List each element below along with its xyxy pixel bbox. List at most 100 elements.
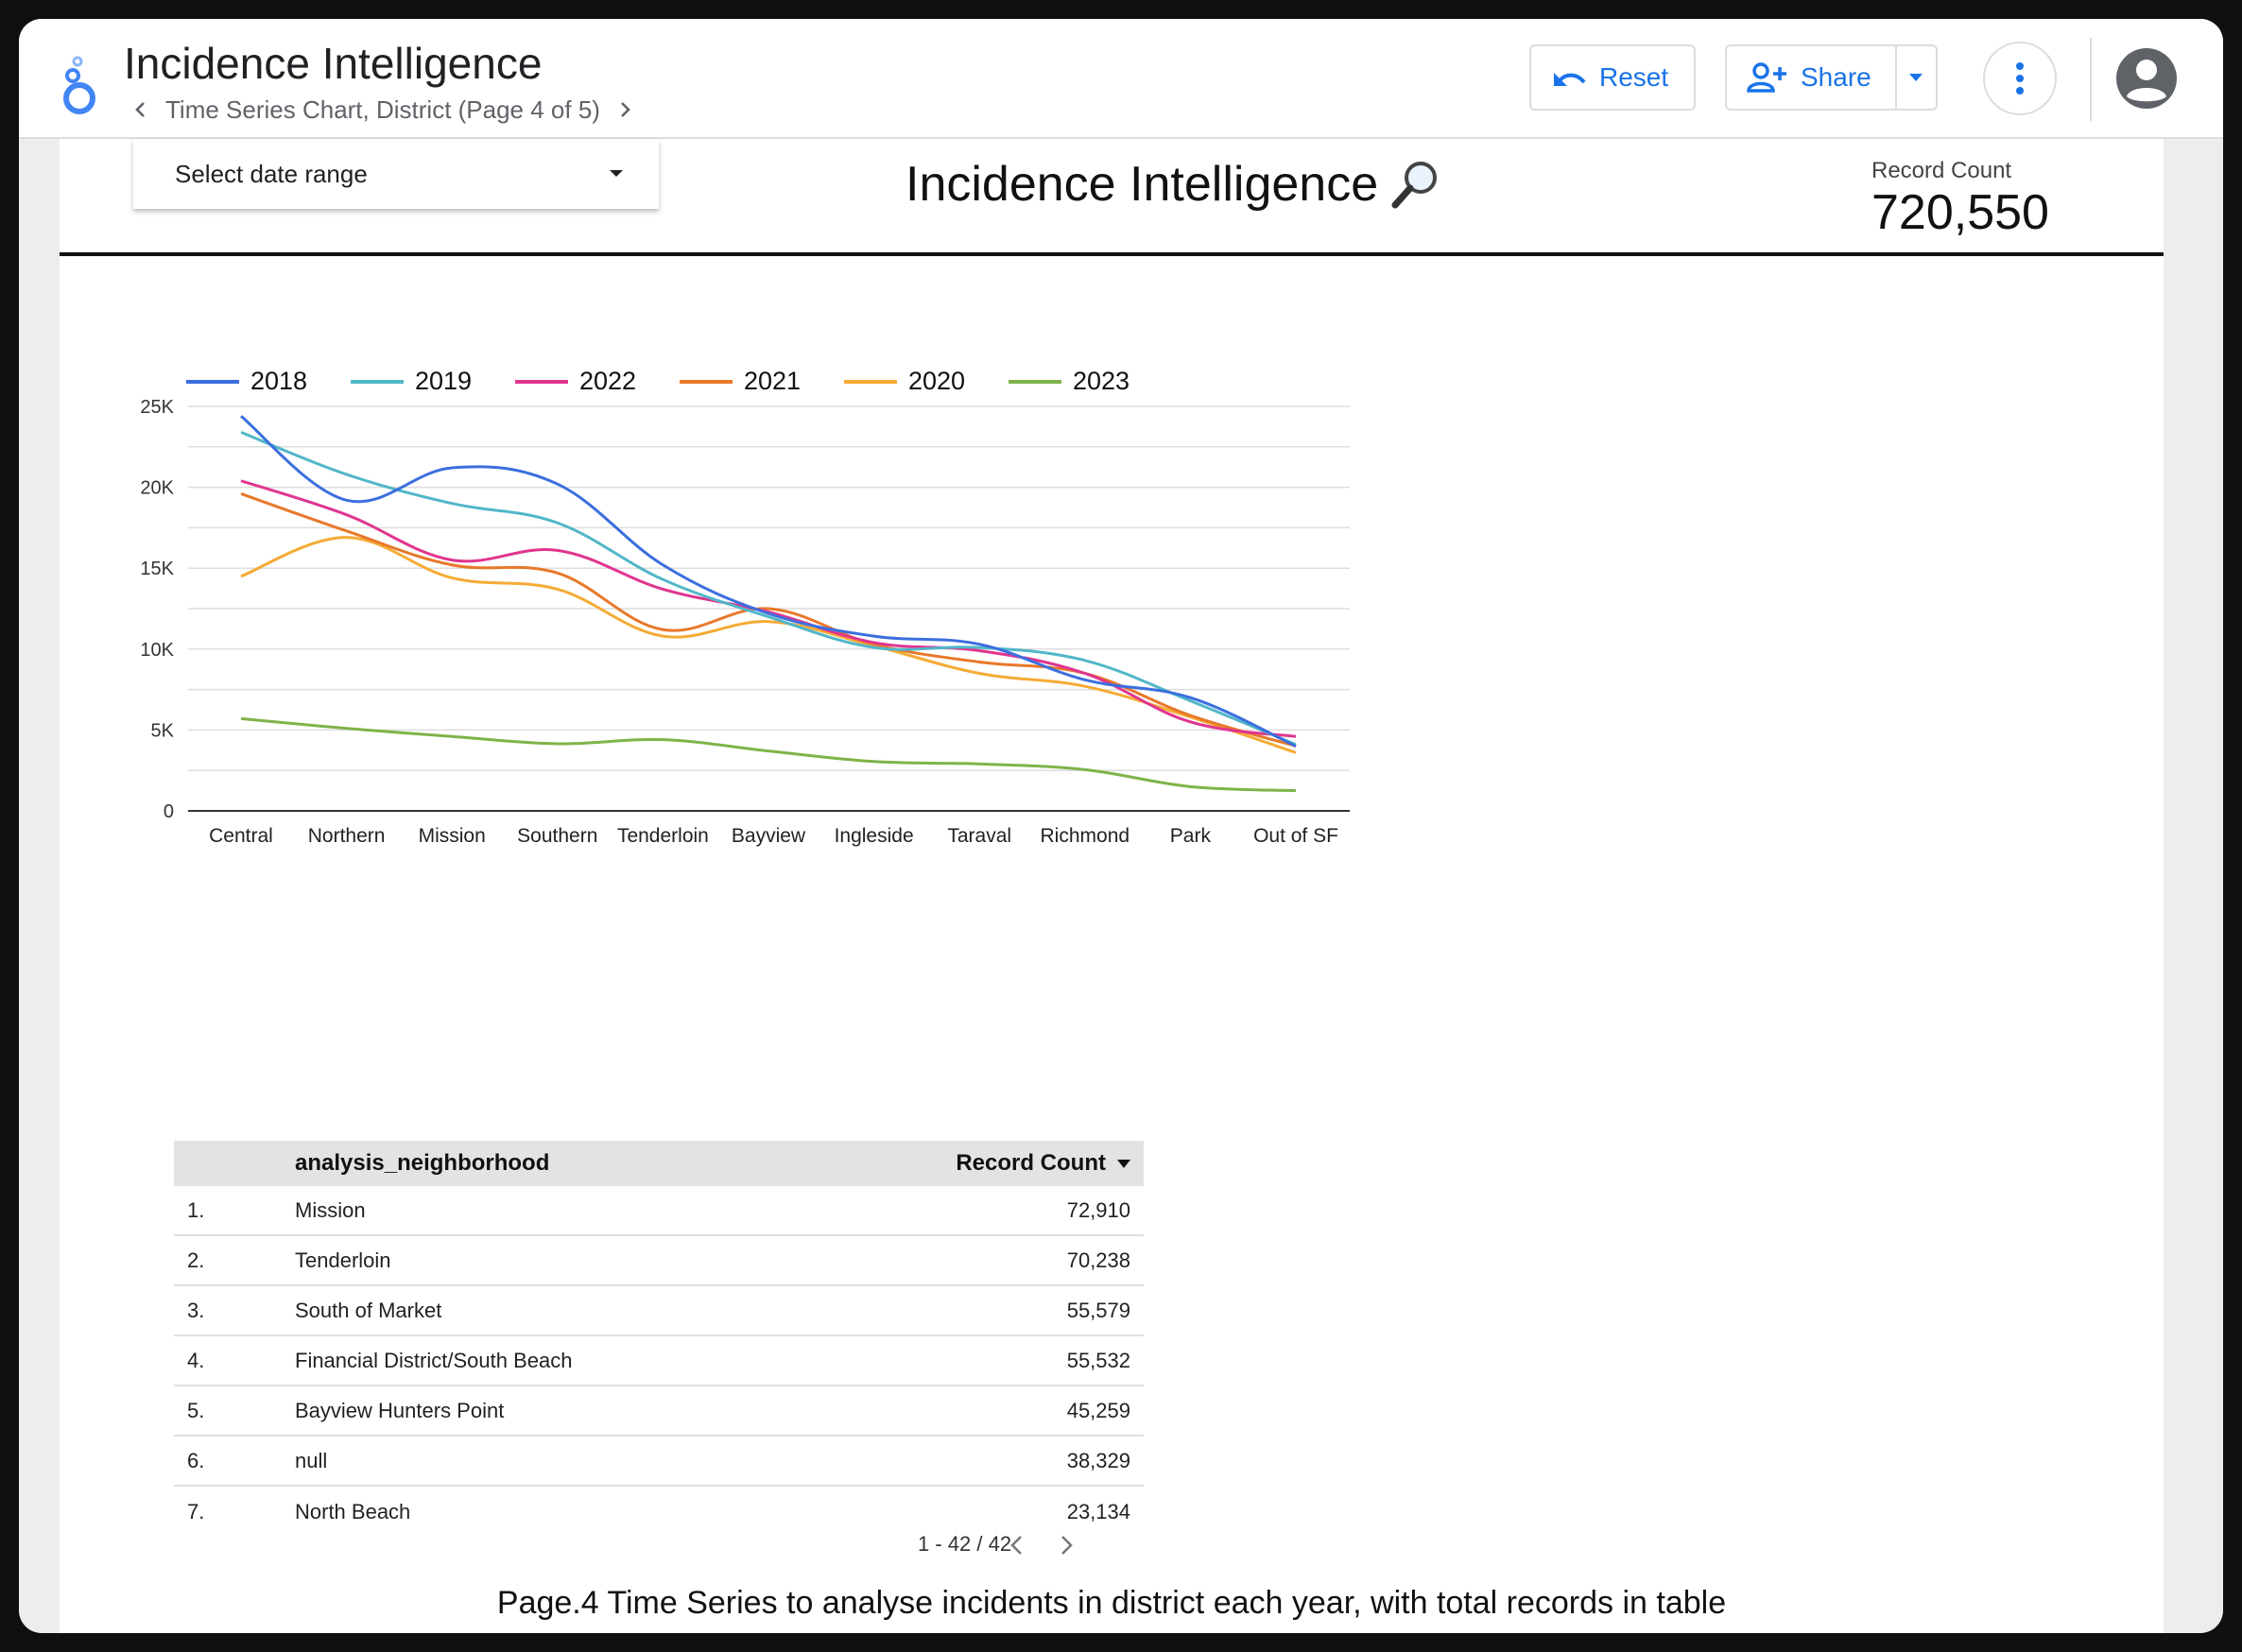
browser-frame: Incidence Intelligence Time Series Chart… — [19, 19, 2223, 1633]
legend-item-2020[interactable]: 2020 — [844, 367, 965, 395]
y-tick-label: 5K — [151, 720, 175, 741]
scorecard-value: 720,550 — [1871, 185, 2049, 240]
reset-label: Reset — [1599, 62, 1669, 92]
row-record-count: 70,238 — [1066, 1248, 1130, 1272]
account-circle-icon[interactable] — [2115, 47, 2178, 110]
series-line-2022[interactable] — [240, 479, 1297, 738]
table-row[interactable]: 2. Tenderloin 70,238 — [174, 1236, 1144, 1286]
x-tick-label: Bayview — [732, 825, 806, 847]
legend-label: 2018 — [250, 367, 307, 395]
reset-button[interactable]: Reset — [1529, 44, 1696, 111]
y-tick-label: 25K — [140, 397, 174, 418]
looker-studio-logo-icon[interactable] — [55, 53, 104, 121]
time-series-chart[interactable]: 0 5K 10K 15K 20K 25K Central Northern Mission Sou… — [60, 347, 2164, 1027]
legend-label: 2019 — [415, 367, 472, 395]
column-header-neighborhood[interactable]: analysis_neighborhood — [295, 1150, 550, 1176]
row-record-count: 23,134 — [1066, 1499, 1130, 1523]
scorecard-label: Record Count — [1871, 158, 2012, 183]
row-record-count: 38,329 — [1066, 1448, 1130, 1472]
page-breadcrumb: Time Series Chart, District (Page 4 of 5… — [124, 93, 642, 127]
share-label: Share — [1801, 62, 1871, 92]
date-range-control[interactable]: Select date range — [133, 139, 659, 209]
x-tick-label: Richmond — [1041, 825, 1130, 847]
series-line-2018[interactable] — [240, 415, 1297, 748]
x-tick-label: Ingleside — [835, 825, 914, 847]
row-neighborhood: North Beach — [295, 1499, 411, 1523]
more-options-button[interactable] — [1983, 42, 2057, 115]
table-row[interactable]: 3. South of Market 55,579 — [174, 1286, 1144, 1336]
table-row[interactable]: 7. North Beach 23,134 — [174, 1487, 1144, 1537]
row-index: 7. — [187, 1499, 205, 1523]
x-tick-label: Out of SF — [1253, 825, 1338, 847]
y-tick-label: 20K — [140, 478, 174, 499]
legend-label: 2022 — [579, 367, 636, 395]
next-page-icon[interactable] — [1048, 1528, 1082, 1562]
y-tick-label: 15K — [140, 559, 174, 579]
x-tick-label: Northern — [308, 825, 386, 847]
legend-item-2021[interactable]: 2021 — [680, 367, 801, 395]
row-index: 5. — [187, 1398, 205, 1422]
next-page-chevron-icon[interactable] — [608, 93, 642, 127]
x-tick-label: Southern — [517, 825, 597, 847]
prev-page-icon[interactable] — [1001, 1528, 1035, 1562]
title-divider — [60, 252, 2164, 256]
arrow-drop-down-icon — [1909, 74, 1923, 81]
row-record-count: 45,259 — [1066, 1398, 1130, 1422]
breadcrumb-text[interactable]: Time Series Chart, District (Page 4 of 5… — [165, 95, 600, 124]
legend-label: 2020 — [908, 367, 965, 395]
row-record-count: 55,579 — [1066, 1298, 1130, 1322]
header-divider — [2090, 38, 2092, 121]
arrow-drop-down-icon — [610, 170, 623, 177]
row-neighborhood: Bayview Hunters Point — [295, 1398, 505, 1422]
column-header-record-count[interactable]: Record Count — [860, 1150, 1144, 1177]
pagination-text: 1 - 42 / 42 — [918, 1532, 1012, 1556]
row-index: 4. — [187, 1348, 205, 1372]
x-tick-label: Taraval — [947, 825, 1011, 847]
row-record-count: 55,532 — [1066, 1348, 1130, 1372]
person-add-icon — [1747, 62, 1786, 93]
neighborhood-table: analysis_neighborhood Record Count 1. Mis… — [174, 1141, 1144, 1537]
magnifier-icon — [1391, 162, 1438, 209]
app-header: Incidence Intelligence Time Series Chart… — [19, 19, 2223, 139]
legend-item-2019[interactable]: 2019 — [351, 367, 472, 395]
table-row[interactable]: 1. Mission 72,910 — [174, 1186, 1144, 1236]
table-row[interactable]: 4. Financial District/South Beach 55,532 — [174, 1336, 1144, 1386]
legend-item-2018[interactable]: 2018 — [186, 367, 307, 395]
series-line-2019[interactable] — [240, 430, 1297, 747]
prev-page-chevron-icon[interactable] — [124, 93, 158, 127]
legend-item-2023[interactable]: 2023 — [1009, 367, 1130, 395]
row-neighborhood: Mission — [295, 1197, 366, 1222]
row-neighborhood: null — [295, 1448, 328, 1472]
table-row[interactable]: 5. Bayview Hunters Point 45,259 — [174, 1386, 1144, 1437]
sort-descending-icon — [1117, 1159, 1130, 1168]
report-canvas: Select date range Incidence Intelligence… — [60, 139, 2164, 1633]
page-caption: Page.4 Time Series to analyse incidents … — [496, 1585, 1727, 1621]
share-dropdown-button[interactable] — [1894, 46, 1936, 109]
row-index: 2. — [187, 1248, 205, 1272]
series-line-2021[interactable] — [240, 492, 1297, 748]
table-row[interactable]: 6. null 38,329 — [174, 1437, 1144, 1487]
legend-label: 2021 — [744, 367, 801, 395]
report-title-text: Incidence Intelligence — [905, 157, 1379, 212]
x-tick-label: Tenderloin — [617, 825, 709, 847]
series-line-2023[interactable] — [240, 716, 1297, 793]
undo-icon — [1554, 73, 1586, 86]
share-button[interactable]: Share — [1727, 46, 1895, 109]
row-index: 1. — [187, 1197, 205, 1222]
x-tick-label: Mission — [419, 825, 486, 847]
share-button-group: Share — [1725, 44, 1938, 111]
row-record-count: 72,910 — [1066, 1197, 1130, 1222]
table-header-row: analysis_neighborhood Record Count — [174, 1141, 1144, 1186]
x-tick-label: Park — [1170, 825, 1212, 847]
date-range-label: Select date range — [175, 159, 368, 188]
app-title[interactable]: Incidence Intelligence — [124, 39, 543, 88]
x-tick-label: Central — [209, 825, 273, 847]
report-title: Incidence Intelligence — [905, 156, 1442, 213]
legend-item-2022[interactable]: 2022 — [515, 367, 636, 395]
row-index: 3. — [187, 1298, 205, 1322]
more-vert-icon — [2016, 62, 2024, 95]
legend-label: 2023 — [1073, 367, 1130, 395]
series-line-2020[interactable] — [240, 536, 1297, 754]
row-neighborhood: Financial District/South Beach — [295, 1348, 573, 1372]
y-tick-label: 10K — [140, 640, 174, 661]
